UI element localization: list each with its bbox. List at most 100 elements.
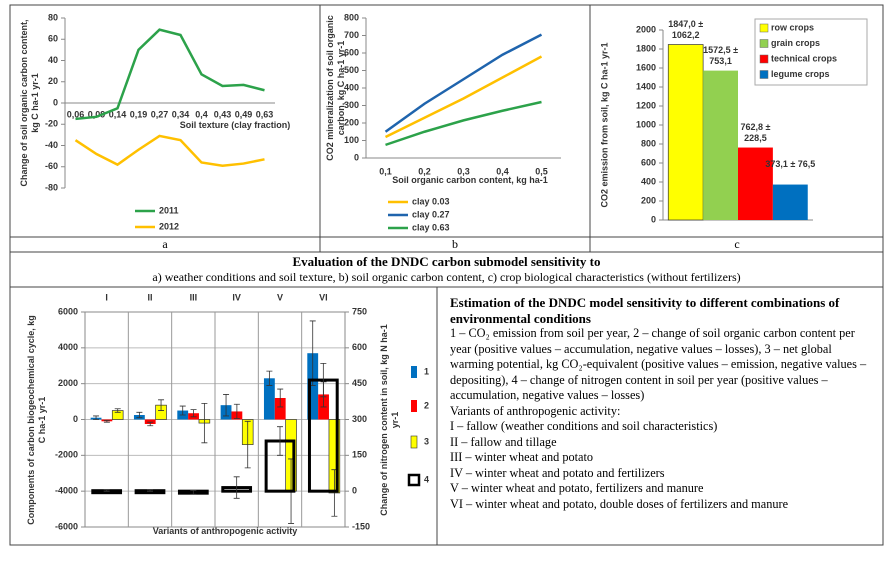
legend-swatch [759, 54, 769, 64]
variant: VI – winter wheat and potato, double dos… [450, 496, 789, 511]
error-bar [136, 411, 143, 419]
y-tick-label: 600 [344, 47, 359, 57]
legend-swatch [411, 366, 417, 378]
error-bar [277, 388, 284, 408]
y-tick-label: 500 [344, 65, 359, 75]
y-tick-label: 1200 [636, 100, 656, 110]
y-tick-label: 1800 [636, 43, 656, 53]
variants-list: I – fallow (weather conditions and soil … [450, 419, 875, 512]
x-tick-label: 0,09 [88, 109, 106, 119]
y-tick-label: 4000 [58, 342, 78, 352]
legend-label: grain crops [771, 38, 820, 48]
y-tick-label: -80 [45, 182, 58, 192]
y-tick-label: -4000 [55, 486, 78, 496]
caption-subtitle: a) weather conditions and soil texture, … [152, 270, 741, 284]
x-tick-label: 0,63 [256, 109, 274, 119]
panel-label: b [452, 237, 458, 251]
x-tick-label: 0,4 [496, 166, 509, 176]
legend-swatch [410, 435, 418, 449]
variant: II – fallow and tillage [450, 434, 557, 449]
y-tick-label: 700 [344, 30, 359, 40]
error-bar [244, 420, 251, 469]
y-tick-label: 400 [344, 82, 359, 92]
legend-swatch [759, 23, 769, 33]
legend-label: row crops [771, 22, 814, 32]
error-bar [103, 419, 110, 423]
y-tick-label: 300 [344, 100, 359, 110]
error-bar [114, 408, 121, 413]
legend-swatch [411, 400, 417, 412]
error-bar [93, 415, 100, 420]
y-tick-label: 1600 [636, 62, 656, 72]
legend-label: 3 [424, 436, 429, 446]
error-bar [147, 421, 154, 427]
x-tick-label: III [190, 292, 198, 302]
y-tick-label: 0 [53, 97, 58, 107]
y-tick-label: -20 [45, 119, 58, 129]
y2-tick-label: 750 [352, 306, 367, 316]
legend-label: clay 0.63 [412, 222, 450, 232]
legend-label: technical crops [771, 53, 837, 63]
value-label: 373,1 ± 76,5 [765, 158, 816, 169]
x-tick-label: 0,43 [214, 109, 232, 119]
legend-label: 2 [424, 400, 429, 410]
y-tick-label: -6000 [55, 521, 78, 531]
y-tick-label: 0 [354, 152, 359, 162]
y-tick-label: 80 [48, 12, 58, 22]
line [384, 33, 543, 133]
bar [703, 70, 738, 220]
bar [263, 378, 275, 420]
y-tick-label: 600 [641, 157, 656, 167]
y-tick-label: 2000 [636, 24, 656, 34]
y-tick-label: 400 [641, 176, 656, 186]
bar [144, 419, 156, 424]
line [385, 100, 542, 147]
legend-label: legume crops [771, 69, 830, 79]
error-bar [233, 403, 240, 420]
variant: V – winter wheat and potato, fertilizers… [450, 481, 704, 495]
x-tick-label: 0,1 [379, 166, 392, 176]
error-bar [320, 362, 327, 398]
error-bar [190, 409, 197, 418]
x-tick-label: II [147, 292, 152, 302]
legend-swatch [759, 39, 769, 48]
y-tick-label: 1000 [636, 119, 656, 129]
y-axis-title: CO2 mineralization of soil organic carbo… [325, 15, 346, 161]
x-tick-label: 0,14 [109, 109, 127, 119]
legend-label: 1 [424, 366, 429, 376]
y-tick-label: 200 [641, 195, 656, 205]
error-bar [266, 370, 273, 386]
error-bar [233, 476, 240, 499]
bar [307, 353, 319, 420]
y2-tick-label: 150 [352, 450, 367, 460]
x-tick-label: 0,4 [195, 109, 208, 119]
y2-tick-label: -150 [352, 521, 370, 531]
x-tick-label: 0,06 [67, 109, 85, 119]
legend-label: 2011 [159, 205, 179, 215]
x-tick-label: 0,34 [172, 109, 190, 119]
y2-tick-label: 0 [352, 486, 357, 496]
y-tick-label: 1400 [636, 81, 656, 91]
x-axis-title: Soil organic carbon content, kg ha-1 [392, 175, 548, 185]
x-tick-label: 0,2 [418, 166, 431, 176]
y-tick-label: -60 [45, 161, 58, 171]
x-tick-label: 0,27 [151, 109, 169, 119]
error-bar [147, 489, 153, 492]
description-text: 1 – CO₂ emission from soil per year, 2 –… [450, 326, 867, 402]
y-tick-label: 200 [344, 117, 359, 127]
legend-label: 4 [424, 474, 429, 484]
y-tick-label: 40 [48, 55, 58, 65]
value-label: 1572,5 ± 753,1 [703, 44, 739, 66]
panel-label: a [162, 237, 168, 251]
bar [738, 147, 773, 220]
description: Estimation of the DNDC model sensitivity… [450, 295, 875, 512]
y2-tick-label: 600 [352, 342, 367, 352]
x-tick-label: 0,49 [235, 109, 253, 119]
x-tick-label: IV [232, 292, 241, 302]
error-bar [179, 405, 186, 416]
error-bar [158, 399, 165, 411]
table-frame [9, 4, 884, 546]
y-tick-label: -40 [45, 140, 58, 150]
x-tick-label: V [277, 292, 283, 302]
